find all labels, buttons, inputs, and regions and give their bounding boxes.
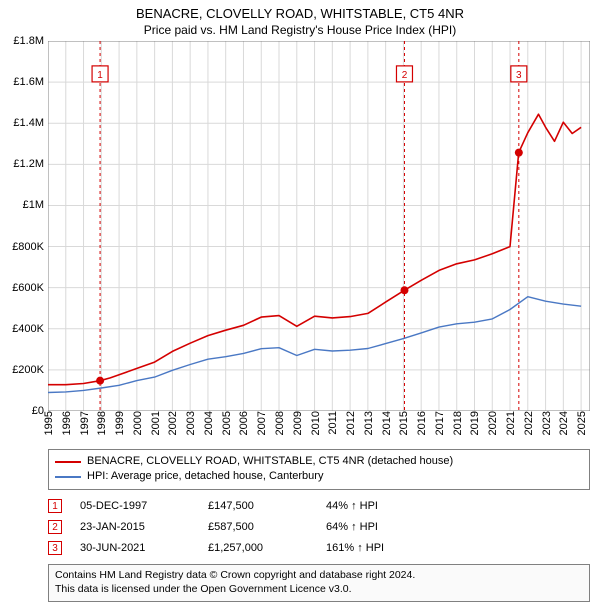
sale-price: £1,257,000 bbox=[208, 538, 308, 559]
y-axis-label: £1.6M bbox=[13, 76, 48, 88]
x-axis-label: 1998 bbox=[94, 411, 108, 435]
x-axis-label: 2003 bbox=[183, 411, 197, 435]
x-axis-label: 2001 bbox=[148, 411, 162, 435]
footer-line1: Contains HM Land Registry data © Crown c… bbox=[55, 569, 583, 583]
sale-marker-icon: 3 bbox=[48, 541, 62, 555]
x-axis-label: 1999 bbox=[112, 411, 126, 435]
x-axis-label: 2008 bbox=[272, 411, 286, 435]
x-axis-label: 2009 bbox=[290, 411, 304, 435]
legend-item: HPI: Average price, detached house, Cant… bbox=[55, 469, 583, 484]
x-axis-label: 1995 bbox=[41, 411, 55, 435]
y-axis-label: £1.8M bbox=[13, 35, 48, 47]
legend-swatch bbox=[55, 461, 81, 463]
sale-date: 30-JUN-2021 bbox=[80, 538, 190, 559]
sale-row: 1 05-DEC-1997 £147,500 44% ↑ HPI bbox=[48, 496, 590, 517]
x-axis-label: 2017 bbox=[432, 411, 446, 435]
sale-row: 3 30-JUN-2021 £1,257,000 161% ↑ HPI bbox=[48, 538, 590, 559]
legend-label: BENACRE, CLOVELLY ROAD, WHITSTABLE, CT5 … bbox=[87, 454, 453, 469]
x-axis-label: 2021 bbox=[503, 411, 517, 435]
sale-date: 23-JAN-2015 bbox=[80, 517, 190, 538]
sale-delta: 161% ↑ HPI bbox=[326, 538, 384, 559]
y-axis-label: £600K bbox=[12, 282, 48, 294]
sale-price: £147,500 bbox=[208, 496, 308, 517]
x-axis-label: 2014 bbox=[379, 411, 393, 435]
sale-delta: 64% ↑ HPI bbox=[326, 517, 378, 538]
svg-text:1: 1 bbox=[97, 70, 103, 81]
x-axis-label: 2020 bbox=[485, 411, 499, 435]
x-axis-label: 2000 bbox=[130, 411, 144, 435]
x-axis-label: 2016 bbox=[414, 411, 428, 435]
legend-swatch bbox=[55, 476, 81, 478]
chart-subtitle: Price paid vs. HM Land Registry's House … bbox=[0, 21, 600, 41]
x-axis-label: 2015 bbox=[396, 411, 410, 435]
y-axis-label: £800K bbox=[12, 241, 48, 253]
x-axis-label: 1996 bbox=[59, 411, 73, 435]
x-axis-label: 2007 bbox=[254, 411, 268, 435]
x-axis-label: 2012 bbox=[343, 411, 357, 435]
x-axis-label: 2006 bbox=[236, 411, 250, 435]
footer-attribution: Contains HM Land Registry data © Crown c… bbox=[48, 564, 590, 601]
chart-area: 123 £0£200K£400K£600K£800K£1M£1.2M£1.4M£… bbox=[48, 41, 590, 411]
x-axis-label: 2022 bbox=[521, 411, 535, 435]
x-axis-label: 2005 bbox=[219, 411, 233, 435]
y-axis-label: £1.4M bbox=[13, 117, 48, 129]
sale-date: 05-DEC-1997 bbox=[80, 496, 190, 517]
sale-marker-icon: 1 bbox=[48, 499, 62, 513]
x-axis-label: 2025 bbox=[574, 411, 588, 435]
x-axis-label: 2019 bbox=[467, 411, 481, 435]
x-axis-label: 2013 bbox=[361, 411, 375, 435]
svg-text:3: 3 bbox=[516, 70, 522, 81]
legend-item: BENACRE, CLOVELLY ROAD, WHITSTABLE, CT5 … bbox=[55, 454, 583, 469]
sale-delta: 44% ↑ HPI bbox=[326, 496, 378, 517]
x-axis-label: 2011 bbox=[325, 411, 339, 435]
y-axis-label: £1M bbox=[23, 199, 48, 211]
y-axis-label: £400K bbox=[12, 323, 48, 335]
x-axis-label: 2023 bbox=[539, 411, 553, 435]
line-chart: 1 2 3 bbox=[48, 41, 590, 411]
x-axis-label: 2024 bbox=[556, 411, 570, 435]
sale-marker-icon: 2 bbox=[48, 520, 62, 534]
chart-title: BENACRE, CLOVELLY ROAD, WHITSTABLE, CT5 … bbox=[0, 0, 600, 21]
legend: BENACRE, CLOVELLY ROAD, WHITSTABLE, CT5 … bbox=[48, 449, 590, 490]
sale-row: 2 23-JAN-2015 £587,500 64% ↑ HPI bbox=[48, 517, 590, 538]
x-axis-label: 2004 bbox=[201, 411, 215, 435]
x-axis-label: 2010 bbox=[308, 411, 322, 435]
x-axis-label: 1997 bbox=[77, 411, 91, 435]
sale-price: £587,500 bbox=[208, 517, 308, 538]
y-axis-label: £200K bbox=[12, 364, 48, 376]
legend-label: HPI: Average price, detached house, Cant… bbox=[87, 469, 323, 484]
svg-text:2: 2 bbox=[402, 70, 408, 81]
y-axis-label: £1.2M bbox=[13, 158, 48, 170]
x-axis-label: 2002 bbox=[165, 411, 179, 435]
x-axis-label: 2018 bbox=[450, 411, 464, 435]
sales-table: 1 05-DEC-1997 £147,500 44% ↑ HPI 2 23-JAN-201… bbox=[48, 496, 590, 559]
